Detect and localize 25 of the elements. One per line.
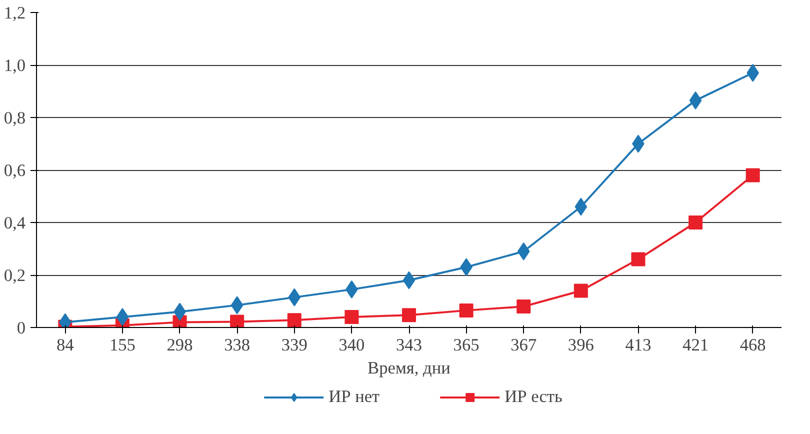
y-tick-label: 0,4 — [4, 214, 26, 232]
y-tick-label: 0,2 — [4, 266, 26, 285]
x-tick-label: 413 — [625, 336, 652, 354]
y-tick-label: 0,6 — [4, 161, 26, 180]
x-tick-label: 468 — [740, 336, 766, 354]
y-tick-label: 0 — [16, 318, 26, 338]
x-tick-label: 340 — [338, 336, 365, 354]
x-tick-label: 339 — [281, 336, 308, 354]
x-tick-label: 343 — [396, 336, 422, 354]
x-tick-label: 84 — [56, 336, 74, 354]
x-axis-title: Время, дни — [368, 358, 450, 378]
x-tick-label: 421 — [682, 336, 709, 354]
x-tick-label: 338 — [224, 336, 250, 354]
y-tick-label: 1,0 — [4, 56, 26, 75]
y-tick-label: 1,2 — [4, 4, 26, 22]
x-tick-label: 298 — [166, 336, 193, 354]
legend-label: ИР нет — [328, 387, 380, 407]
point — [746, 64, 760, 82]
y-tick-label: 0,8 — [4, 108, 26, 128]
x-tick-label: 367 — [510, 336, 537, 354]
x-tick-label: 396 — [568, 336, 594, 354]
legend-label: ИР есть — [504, 387, 562, 407]
x-tick-label: 365 — [453, 336, 480, 354]
point — [746, 168, 760, 182]
x-tick-label: 155 — [109, 336, 136, 354]
